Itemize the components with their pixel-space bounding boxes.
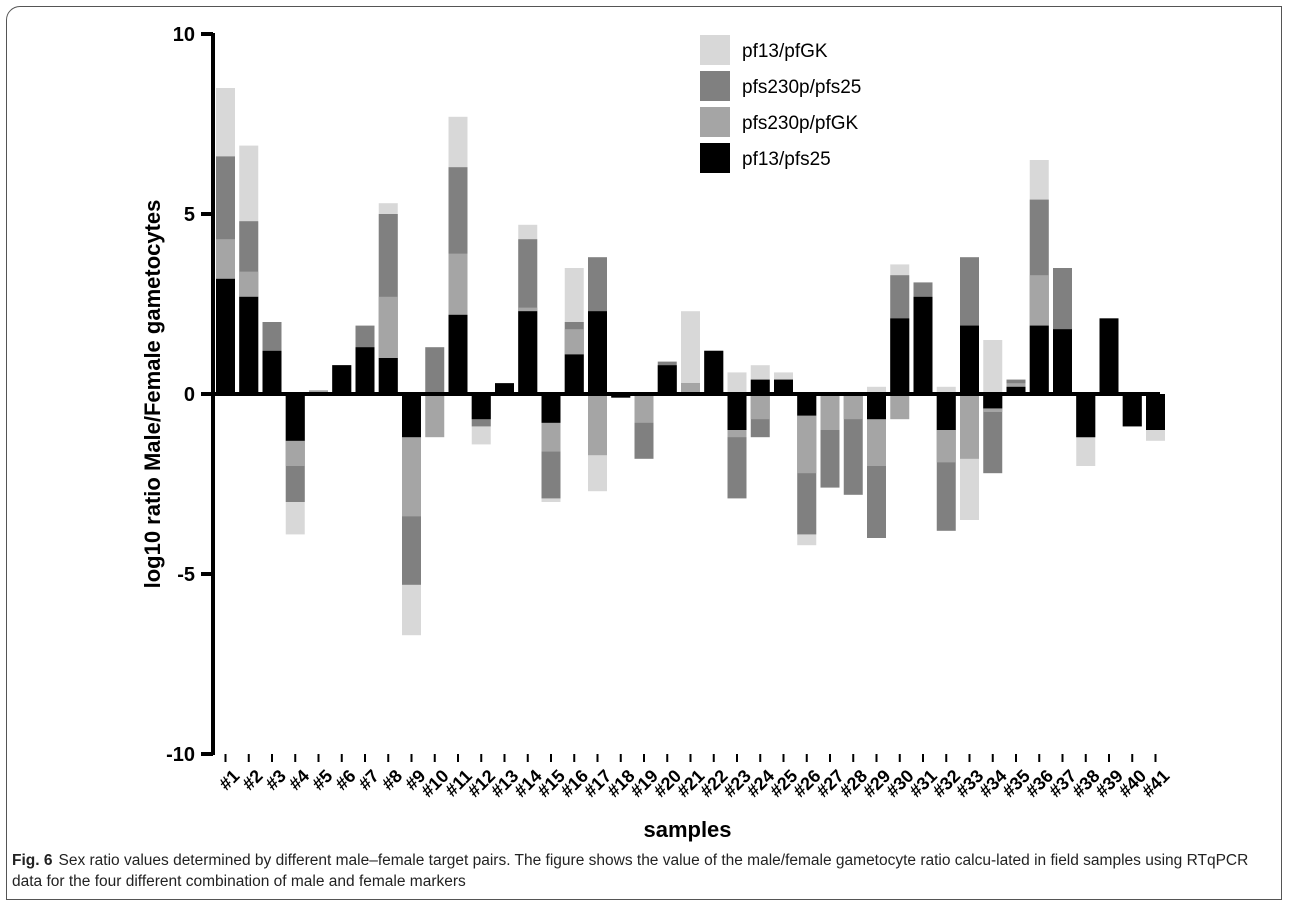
bar-series-4 [588,311,607,394]
bar-series-3 [820,394,840,430]
bar-series-3 [890,394,910,420]
y-tick-label: -5 [177,564,195,586]
bar-series-1 [727,372,747,394]
bar-series-4 [983,394,1003,409]
legend-swatch [700,107,730,137]
bar-series-4 [867,394,886,420]
caption-text: Sex ratio values determined by different… [12,852,1249,890]
legend-swatch [700,143,730,173]
bar-series-3 [843,394,863,420]
bar-series-1 [867,386,886,394]
bar-series-4 [518,311,538,394]
bar-series-4 [913,296,933,394]
bar-series-4 [1053,329,1072,394]
bar-series-4 [448,314,468,394]
bar-series-1 [983,340,1003,394]
bar-series-4 [1076,394,1096,438]
y-tick-label: 0 [184,384,195,406]
bar-series-4 [1006,386,1026,394]
bar-series-4 [332,365,352,394]
legend-label: pf13/pfs25 [742,149,831,170]
y-tick-label: 10 [173,24,195,46]
bar-series-4 [355,347,375,394]
bar-series-3 [634,394,654,423]
bar-series-1 [681,311,700,394]
bar-series-4 [890,318,910,394]
axes-layer [211,33,1160,755]
bar-series-4 [936,394,956,430]
bar-chart: 10 5 0 -5 -10 #1#2#3#4#5#6#7#8#9#10#11#12#13… [140,24,1173,842]
caption-label: Fig. 6 [12,852,53,869]
bar-series-4 [262,350,282,394]
bar-series-3 [588,394,607,456]
bar-series-4 [541,394,561,423]
figure-caption: Fig. 6 Sex ratio values determined by dif… [12,850,1274,892]
legend-label: pfs230p/pfs25 [742,77,861,98]
bar-series-1 [936,386,956,394]
bar-series-3 [681,383,700,394]
legend-label: pf13/pfGK [742,41,828,62]
bar-series-3 [425,394,445,438]
bar-series-4 [495,383,514,394]
bar-series-2 [425,347,445,394]
x-axis-title: samples [643,817,731,842]
bar-series-4 [1146,394,1165,430]
legend-swatch [700,35,730,65]
bar-series-4 [285,394,305,441]
bar-series-4 [402,394,421,438]
x-tick-labels: #1#2#3#4#5#6#7#8#9#10#11#12#13#14#15#16#… [215,754,1173,801]
bars-layer [216,88,1165,636]
x-tick-label: #41 [1138,766,1173,801]
legend: pf13/pfGK pfs230p/pfs25 pfs230p/pfGK pf13/p… [700,35,861,173]
bar-series-4 [960,325,979,394]
bar-series-4 [1029,325,1049,394]
bar-series-4 [239,296,259,394]
bar-series-3 [960,394,979,459]
bar-series-4 [727,394,747,430]
legend-label: pfs230p/pfGK [742,113,859,134]
y-axis-title: log10 ratio Male/Female gametocytes [140,200,165,589]
bar-series-4 [657,365,677,394]
bar-series-4 [1122,394,1142,427]
bar-series-4 [564,354,584,394]
bar-series-4 [704,350,724,394]
bar-series-4 [774,379,793,394]
bar-series-4 [750,379,770,394]
bar-series-4 [378,358,398,394]
bar-series-4 [471,394,491,420]
bar-series-4 [1099,318,1119,394]
bar-series-4 [797,394,817,416]
bar-series-3 [750,394,770,420]
bar-series-4 [216,278,235,394]
bar-series-2 [983,394,1003,474]
figure-frame [6,6,1282,900]
y-tick-label: 5 [184,204,195,226]
y-ticks: 10 5 0 -5 -10 [166,24,213,766]
y-tick-label: -10 [166,744,195,766]
legend-swatch [700,71,730,101]
